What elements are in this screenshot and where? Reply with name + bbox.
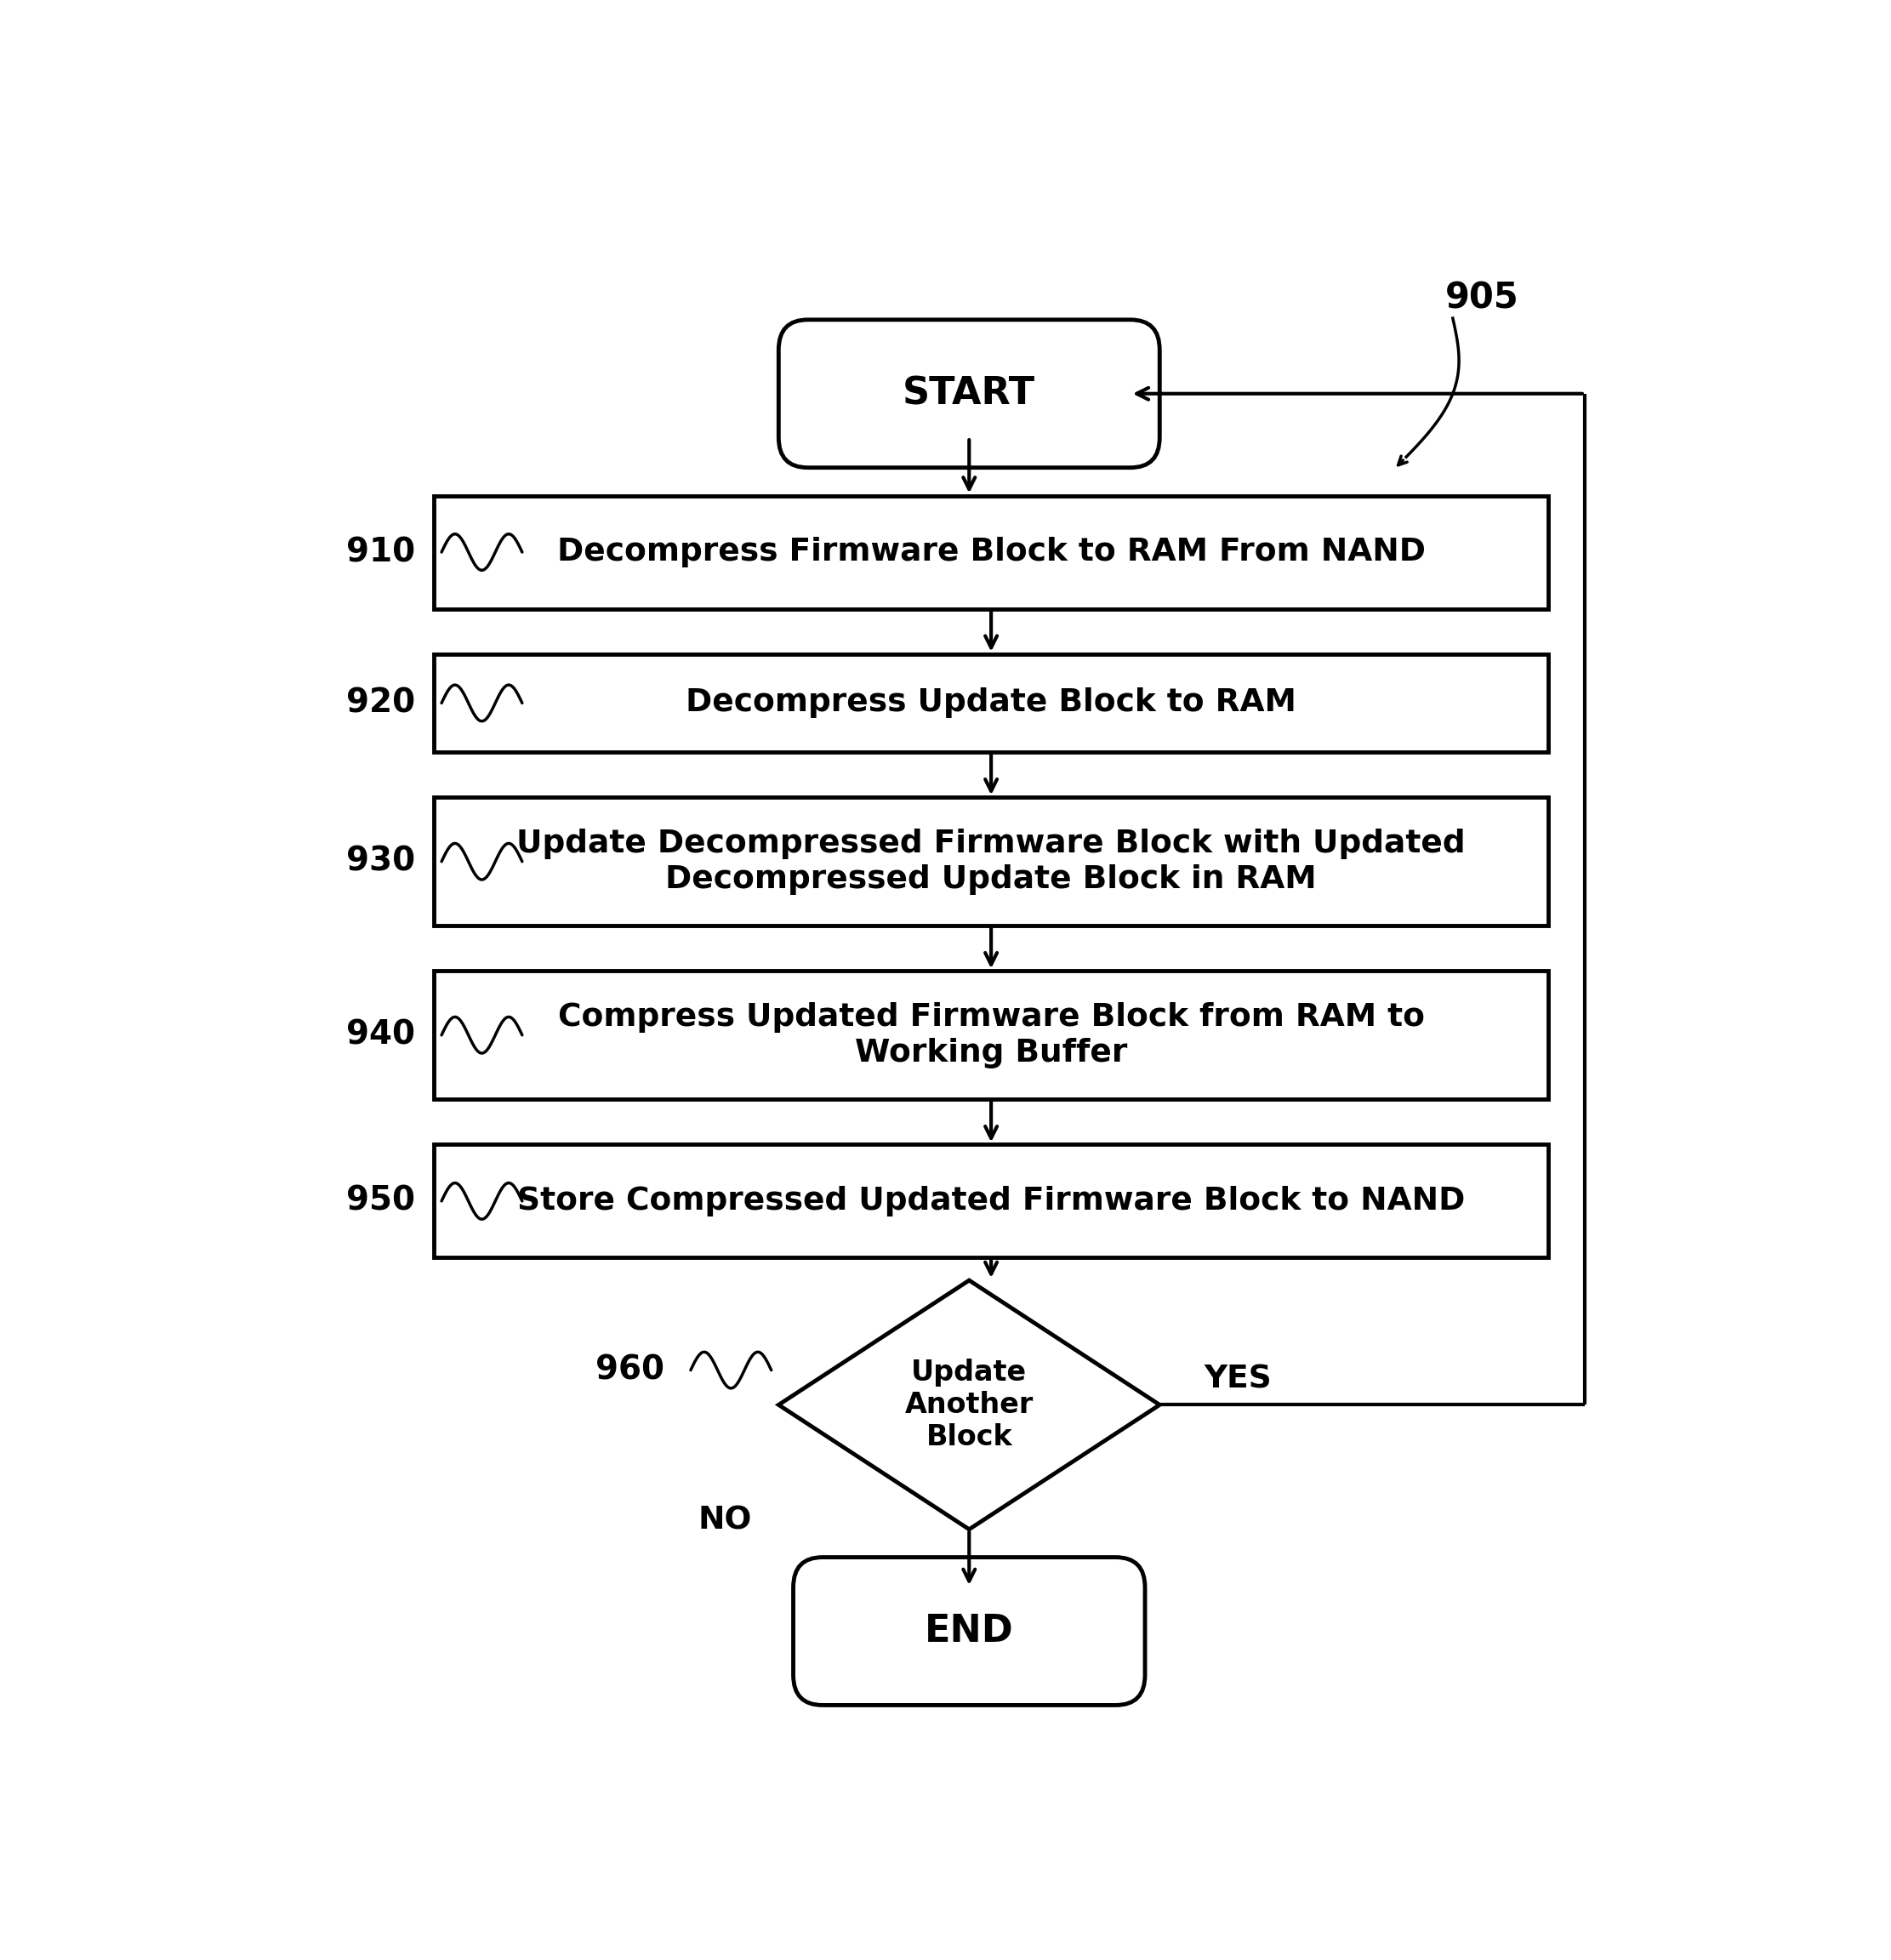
Bar: [435, 1145, 1549, 1258]
Polygon shape: [779, 1280, 1159, 1529]
Text: 950: 950: [346, 1186, 416, 1217]
Bar: [435, 970, 1549, 1100]
Text: Decompress Firmware Block to RAM From NAND: Decompress Firmware Block to RAM From NA…: [556, 537, 1426, 568]
Text: 940: 940: [346, 1019, 416, 1051]
Bar: [435, 496, 1549, 610]
Text: 910: 910: [346, 535, 416, 568]
FancyBboxPatch shape: [794, 1558, 1146, 1705]
Text: END: END: [925, 1613, 1014, 1650]
Text: 920: 920: [346, 686, 416, 719]
Text: 960: 960: [596, 1354, 664, 1386]
Text: Decompress Update Block to RAM: Decompress Update Block to RAM: [686, 688, 1297, 719]
Text: Store Compressed Updated Firmware Block to NAND: Store Compressed Updated Firmware Block …: [516, 1186, 1466, 1217]
Text: 930: 930: [346, 845, 416, 878]
Text: Update Decompressed Firmware Block with Updated
Decompressed Update Block in RAM: Update Decompressed Firmware Block with …: [516, 829, 1466, 894]
Text: NO: NO: [698, 1505, 753, 1537]
FancyBboxPatch shape: [779, 319, 1159, 468]
Bar: [435, 655, 1549, 753]
Text: Update
Another
Block: Update Another Block: [904, 1358, 1034, 1450]
Text: START: START: [902, 376, 1036, 412]
Text: 905: 905: [1445, 280, 1518, 316]
Text: Compress Updated Firmware Block from RAM to
Working Buffer: Compress Updated Firmware Block from RAM…: [558, 1002, 1424, 1068]
Text: YES: YES: [1205, 1364, 1271, 1394]
Bar: [435, 798, 1549, 925]
